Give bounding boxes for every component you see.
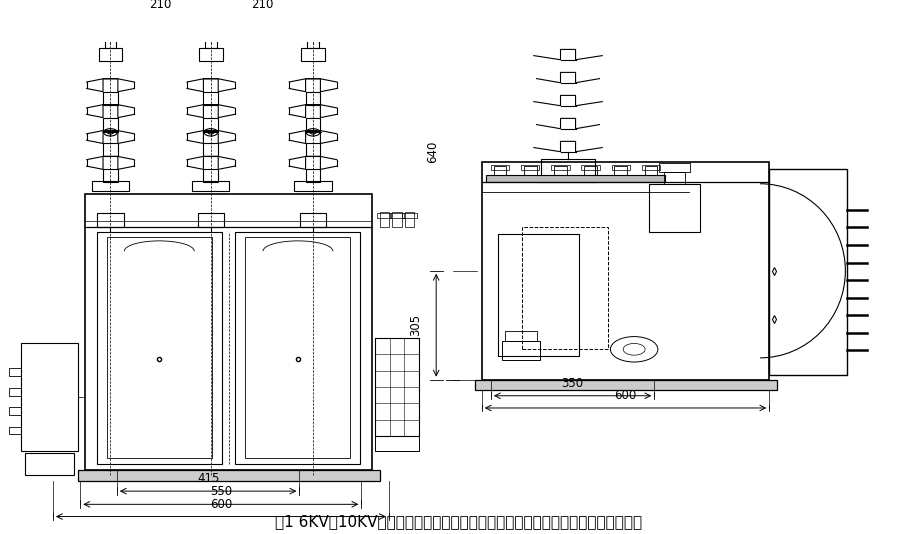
- Bar: [521, 166, 540, 170]
- Bar: [664, 171, 685, 184]
- Bar: [377, 213, 391, 218]
- Bar: [502, 341, 540, 360]
- Bar: [494, 167, 507, 175]
- Bar: [9, 388, 21, 396]
- Text: 图1 6KV、10KV三相四线油浸式高压电力计量箱（三相三元件）外形及安装尺寸图: 图1 6KV、10KV三相四线油浸式高压电力计量箱（三相三元件）外形及安装尺寸图: [275, 514, 643, 529]
- Bar: [487, 175, 665, 182]
- Bar: [192, 182, 230, 191]
- Bar: [380, 213, 388, 227]
- Text: 210: 210: [150, 0, 172, 11]
- Bar: [308, 36, 319, 49]
- Bar: [78, 470, 380, 481]
- Bar: [505, 331, 537, 341]
- Bar: [614, 167, 627, 175]
- Text: 640: 640: [426, 140, 439, 163]
- Bar: [84, 194, 373, 470]
- Bar: [205, 36, 217, 49]
- Bar: [475, 380, 777, 390]
- Bar: [554, 167, 566, 175]
- Text: 415: 415: [196, 472, 219, 485]
- Bar: [204, 92, 218, 105]
- Bar: [245, 237, 351, 458]
- Bar: [97, 213, 124, 227]
- Text: 600: 600: [614, 389, 637, 402]
- Bar: [9, 368, 21, 376]
- Bar: [204, 169, 218, 182]
- Bar: [482, 162, 769, 380]
- Bar: [103, 117, 118, 130]
- Bar: [103, 92, 118, 105]
- Bar: [306, 169, 320, 182]
- Bar: [659, 163, 690, 171]
- Bar: [204, 144, 218, 156]
- Bar: [295, 182, 331, 191]
- Bar: [25, 453, 74, 475]
- Bar: [92, 182, 129, 191]
- Bar: [611, 166, 630, 170]
- Bar: [402, 213, 417, 218]
- Bar: [541, 159, 596, 182]
- Bar: [392, 213, 401, 227]
- Bar: [375, 338, 419, 436]
- Bar: [103, 144, 118, 156]
- Bar: [389, 213, 404, 218]
- Bar: [98, 49, 122, 61]
- Bar: [103, 169, 118, 182]
- Bar: [106, 237, 212, 458]
- Text: 305: 305: [409, 314, 422, 336]
- Bar: [644, 167, 657, 175]
- Bar: [21, 343, 78, 451]
- Bar: [105, 36, 117, 49]
- Bar: [197, 213, 224, 227]
- Bar: [498, 234, 578, 356]
- Bar: [552, 166, 569, 170]
- Bar: [300, 213, 326, 227]
- Bar: [642, 166, 660, 170]
- Bar: [306, 92, 320, 105]
- Bar: [648, 184, 700, 232]
- Bar: [96, 232, 222, 464]
- Bar: [235, 232, 361, 464]
- Bar: [769, 169, 846, 375]
- Bar: [522, 227, 609, 349]
- Text: 350: 350: [562, 377, 584, 390]
- Bar: [375, 436, 419, 451]
- Bar: [204, 117, 218, 130]
- Bar: [199, 49, 223, 61]
- Bar: [405, 213, 414, 227]
- Text: 210: 210: [251, 0, 273, 11]
- Text: 600: 600: [209, 498, 232, 511]
- Bar: [9, 427, 21, 434]
- Bar: [306, 117, 320, 130]
- Bar: [9, 407, 21, 415]
- Bar: [524, 167, 537, 175]
- Bar: [581, 166, 599, 170]
- Text: 550: 550: [210, 485, 232, 498]
- Bar: [491, 166, 509, 170]
- Bar: [301, 49, 325, 61]
- Bar: [306, 144, 320, 156]
- Bar: [584, 167, 597, 175]
